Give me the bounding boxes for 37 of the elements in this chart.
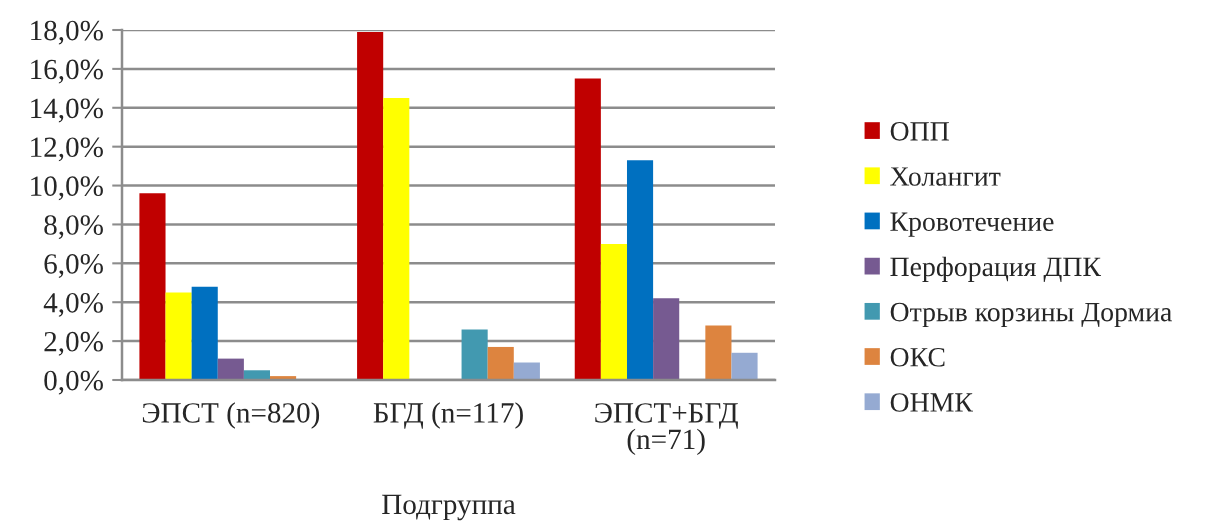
bar [165,292,192,380]
x-tick-label: ЭПСТ+БГД (n=71) [595,403,738,456]
legend-label: ОНМК [890,393,973,412]
bar [513,362,540,380]
legend-label: Холангит [890,167,1001,186]
bar [653,298,680,380]
bar [574,78,601,380]
bar [191,286,218,380]
x-tick-label: БГД (n=117) [373,402,523,429]
y-tick-label: 8,0% [44,215,103,240]
x-axis-title: Подгруппа [382,494,516,521]
y-tick-label: 14,0% [31,98,103,123]
legend-label: Кровотечение [890,212,1054,237]
bar [600,243,627,380]
legend-label: Отрыв корзины Дормиа [890,302,1172,328]
x-tick-label: ЭПСТ (n=820) [142,402,320,429]
legend-label: ОПП [890,121,949,141]
y-tick-label: 16,0% [31,59,103,84]
legend-label: ОКС [890,347,945,367]
bar [383,98,410,380]
y-tick-label: 4,0% [43,292,103,317]
legend-label: Перфорация ДПК [890,256,1102,282]
bar [461,329,488,380]
y-tick-label: 2,0% [44,331,103,356]
bar [487,346,514,380]
bar [139,193,166,380]
bar [217,358,244,380]
bar [626,160,654,380]
y-tick-label: 10,0% [31,176,103,201]
bar [243,370,271,380]
bar [357,31,384,380]
bar [705,325,732,380]
bar [731,352,758,380]
y-tick-label: 6,0% [44,254,103,278]
y-tick-label: 18,0% [31,20,103,45]
y-tick-label: 12,0% [31,137,103,162]
y-tick-label: 0,0% [44,370,103,395]
